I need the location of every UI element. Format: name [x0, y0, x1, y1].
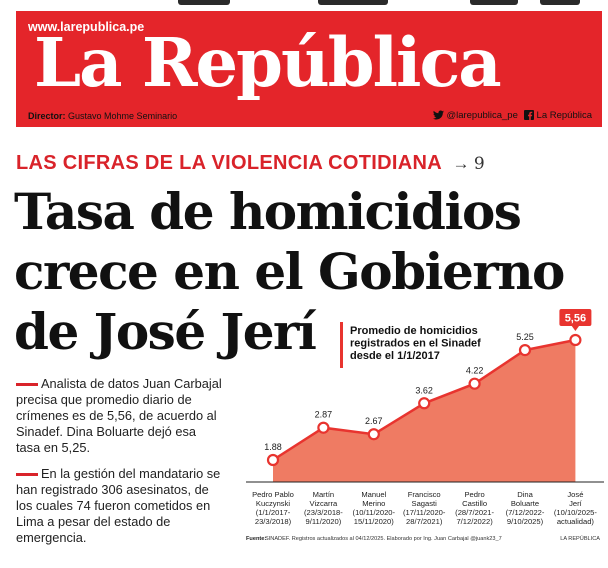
headline: Tasa de homicidios crece en el Gobierno … — [14, 182, 604, 362]
director-name: Gustavo Mohme Seminario — [68, 111, 178, 121]
facebook-icon — [523, 110, 534, 121]
source-text: SINADEF. Registros actualizados al 04/12… — [265, 536, 502, 542]
data-label: 1.88 — [264, 442, 282, 452]
category-label: Pedro Pablo Kuczynski (1/1/2017-23/3/2018) — [252, 490, 294, 526]
bullet-dash — [16, 473, 38, 477]
facebook-handle: La República — [536, 110, 592, 121]
source-label: Fuente: — [246, 536, 266, 542]
bullet-item: En la gestión del mandatario se han regi… — [16, 466, 222, 546]
data-label: 4.22 — [466, 366, 484, 376]
bullet-dash — [16, 383, 38, 387]
category-label: Dina Boluarte (7/12/2022-9/10/2025) — [506, 490, 545, 526]
headline-line-1: Tasa de homicidios — [14, 182, 522, 241]
twitter-handle: @larepublica_pe — [446, 110, 518, 121]
category-label: Martín Vizcarra (23/3/2018-9/11/2020) — [304, 490, 343, 526]
director-line: Director: Gustavo Mohme Seminario — [28, 111, 177, 121]
data-point — [418, 397, 431, 410]
category-label: Francisco Sagasti (17/11/2020-28/7/2021) — [403, 490, 446, 526]
top-strip — [0, 0, 608, 6]
director-label: Director: — [28, 111, 66, 121]
headline-line-3: de José Jerí — [14, 302, 317, 361]
twitter-icon — [432, 110, 444, 120]
data-label: 2.87 — [315, 410, 333, 420]
category-label: José Jerí (10/10/2025-actualidad) — [554, 490, 598, 526]
newspaper-logo: La República — [34, 23, 502, 102]
twitter-link[interactable]: @larepublica_pe — [432, 110, 518, 121]
bullet-item: Analista de datos Juan Carbajal precisa … — [16, 376, 222, 456]
kicker-page-ref: 9 — [473, 154, 485, 174]
headline-line-2: crece en el Gobierno — [14, 242, 565, 301]
kicker-text: LAS CIFRAS DE LA VIOLENCIA COTIDIANA — [16, 152, 442, 174]
data-point — [468, 377, 481, 390]
website-url[interactable]: www.larepublica.pe — [28, 20, 145, 34]
section-kicker: LAS CIFRAS DE LA VIOLENCIA COTIDIANA → 9 — [16, 152, 485, 175]
facebook-link[interactable]: La República — [523, 110, 592, 121]
social-links: @larepublica_pe La República — [432, 110, 592, 121]
data-point — [317, 421, 330, 434]
chart-credit: LA REPÚBLICA — [560, 535, 600, 542]
category-label: Manuel Merino (10/11/2020-15/11/2020) — [353, 490, 396, 526]
data-point — [367, 428, 380, 441]
summary-bullets: Analista de datos Juan Carbajal precisa … — [16, 376, 222, 556]
category-label: Pedro Castillo (28/7/2021-7/12/2022) — [455, 490, 494, 526]
arrow-right-icon: → — [452, 154, 470, 173]
data-label: 3.62 — [415, 385, 433, 395]
bullet-text: Analista de datos Juan Carbajal precisa … — [16, 376, 222, 455]
masthead: www.larepublica.pe La República Director… — [16, 11, 602, 127]
bullet-text: En la gestión del mandatario se han regi… — [16, 466, 221, 545]
data-label: 2.67 — [365, 416, 383, 426]
data-point — [266, 453, 280, 467]
